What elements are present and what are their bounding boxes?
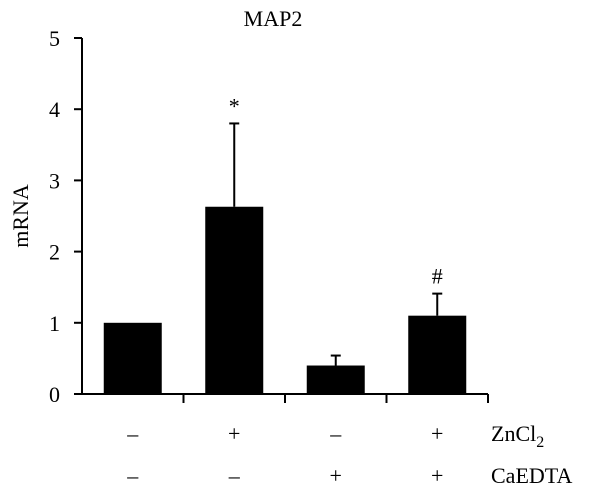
factor-sign: +	[330, 463, 342, 488]
bar	[306, 365, 365, 394]
factor-sign: +	[228, 421, 240, 446]
significance-marker: *	[229, 93, 240, 118]
y-axis-label: mRNA	[8, 184, 33, 248]
bar	[103, 322, 162, 394]
factor-label: ZnCl2	[491, 421, 544, 451]
y-tick-label: 5	[49, 26, 60, 51]
y-tick-label: 1	[49, 311, 60, 336]
bar	[205, 206, 264, 394]
significance-marker: #	[432, 264, 443, 289]
factor-sign: –	[126, 463, 139, 488]
plot-area: 0 1 2 3 4 5 * # – + – + ZnCl2 – – + + CaEDTA	[49, 26, 572, 488]
chart-title: MAP2	[244, 6, 303, 31]
y-tick-label: 0	[49, 382, 60, 407]
factor-label: CaEDTA	[491, 463, 572, 488]
factor-sign: –	[228, 463, 241, 488]
factor-sign: –	[126, 421, 139, 446]
y-tick-label: 4	[49, 97, 60, 122]
factor-sign: –	[329, 421, 342, 446]
factor-sign: +	[431, 463, 443, 488]
y-tick-label: 2	[49, 240, 60, 265]
bar	[408, 315, 467, 394]
factor-sign: +	[431, 421, 443, 446]
y-tick-label: 3	[49, 168, 60, 193]
